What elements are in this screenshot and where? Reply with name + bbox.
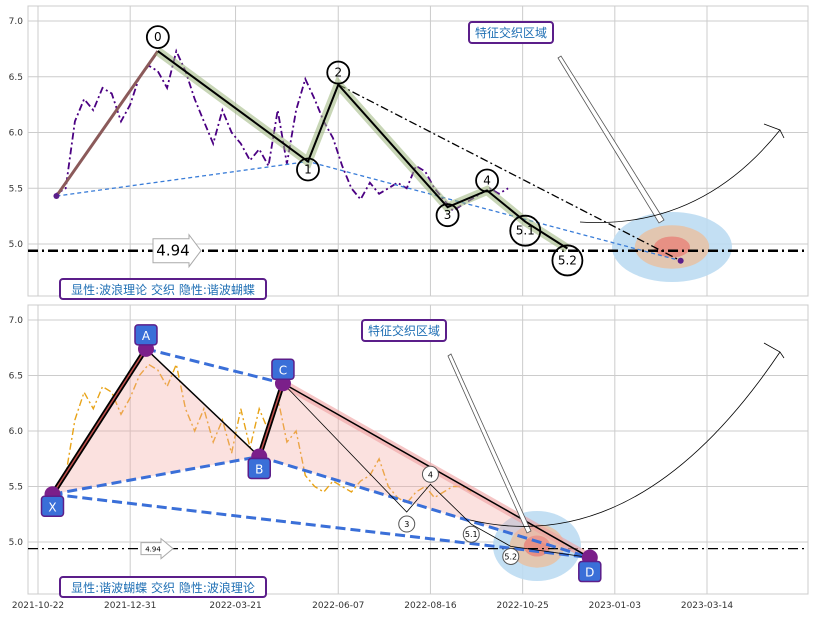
wave-path [157, 50, 568, 250]
caption: 显性:谐波蝴蝶 交织 隐性:波浪理论 [71, 580, 255, 595]
bottom-panel: 5.0 5.5 6.0 6.5 7.0 4.94 3 4 5.1 5.2 X A B C D 2021-10-… [9, 304, 809, 611]
y-tick-label: 5.5 [9, 184, 23, 194]
zone-label-box [468, 21, 554, 44]
wave-label-circle [462, 525, 480, 543]
harmonic-label: B [255, 463, 263, 477]
wave-label: 0 [154, 30, 162, 44]
wave-label: 5.1 [465, 530, 478, 539]
hline-label-box [140, 537, 174, 560]
harmonic-dashed-line [145, 347, 284, 385]
wave-label: 5.2 [504, 552, 517, 561]
harmonic-dashed-line [52, 455, 260, 496]
wave-label-circle [475, 168, 499, 193]
x-tick-label: 2022-03-21 [209, 601, 261, 611]
wave-label-circle [509, 214, 542, 247]
wave-label-circle [145, 25, 170, 50]
harmonic-dashed-line [52, 492, 590, 560]
x-tick-label: 2023-01-03 [589, 601, 641, 611]
harmonic-dashed-line [258, 455, 591, 559]
harmonic-leg-core [51, 348, 147, 495]
caption-box [59, 576, 267, 598]
wave-label-circle [551, 244, 584, 277]
x-tick-label: 2021-12-31 [104, 601, 156, 611]
wave-label-circle [326, 60, 351, 85]
end-point [677, 257, 684, 264]
x-tick-label: 2022-10-25 [496, 601, 548, 611]
y-tick-label: 6.5 [9, 73, 23, 83]
projection-arc [579, 129, 781, 223]
wave-label-circle [421, 465, 439, 483]
projection-arc-tip [763, 342, 785, 359]
y-tick-label: 6.0 [9, 129, 24, 139]
xab-triangle [52, 348, 260, 495]
harmonic-label: A [142, 329, 151, 343]
price-series-line [55, 362, 472, 505]
caption: 显性:波浪理论 交织 隐性:谐波蝴蝶 [71, 282, 255, 297]
harmonic-leg-core [258, 383, 284, 457]
y-tick-label: 7.0 [9, 17, 24, 27]
y-tick-label: 6.0 [9, 427, 24, 437]
harmonic-label: C [279, 363, 287, 377]
wave-label: 4 [428, 470, 433, 479]
hline-label-box [152, 233, 202, 269]
y-tick-label: 5.0 [9, 538, 24, 548]
wave-label: 3 [444, 208, 452, 222]
zone-label: 特征交织区域 [368, 323, 440, 338]
zone-arrow [447, 353, 532, 534]
harmonic-label-box [578, 560, 602, 583]
x-tick-label: 2022-06-07 [312, 601, 364, 611]
top-panel: 5.0 5.5 6.0 6.5 7.0 4.94 0 1 2 3 4 5.1 5.2 特征交织区域显性:波… [9, 5, 809, 300]
wave-label: 1 [304, 162, 312, 176]
wave-label-circle [502, 547, 520, 565]
x-tick-label: 2021-10-22 [12, 601, 64, 611]
wave-label: 4 [483, 173, 491, 187]
projection-arc [469, 351, 781, 527]
projection-arc-tip [763, 123, 785, 139]
wave-label-circle [296, 157, 320, 182]
x-tick-label: 2022-08-16 [404, 601, 457, 611]
wave-label: 2 [334, 66, 342, 80]
y-tick-label: 5.5 [9, 483, 23, 493]
caption-box [59, 278, 267, 300]
zone-arrow [557, 55, 665, 224]
wave-label-circle [398, 515, 416, 533]
zone-label-box [361, 319, 447, 342]
y-tick-label: 5.0 [9, 240, 24, 250]
wave-label: 5.1 [516, 224, 535, 238]
channel-line [337, 83, 681, 262]
harmonic-leg [145, 348, 260, 458]
harmonic-label-box [271, 358, 295, 381]
harmonic-label: X [48, 500, 56, 514]
harmonic-label: D [585, 566, 594, 580]
hline-label: 4.94 [156, 242, 189, 260]
wave-label: 3 [404, 520, 409, 529]
zone-label: 特征交织区域 [475, 25, 547, 40]
y-tick-label: 6.5 [9, 372, 23, 382]
wave-label: 5.2 [558, 253, 577, 267]
zone-inner [654, 236, 690, 258]
harmonic-label-box [247, 457, 271, 480]
wave-label-circle [435, 203, 460, 228]
y-tick-label: 7.0 [9, 316, 24, 326]
harmonic-label-box [40, 495, 65, 518]
hline-label: 4.94 [145, 546, 161, 554]
leg-start [55, 50, 160, 197]
wave-path [282, 382, 590, 558]
harmonic-label-box [134, 324, 158, 346]
start-point [53, 193, 60, 200]
x-tick-label: 2023-03-14 [681, 601, 734, 611]
